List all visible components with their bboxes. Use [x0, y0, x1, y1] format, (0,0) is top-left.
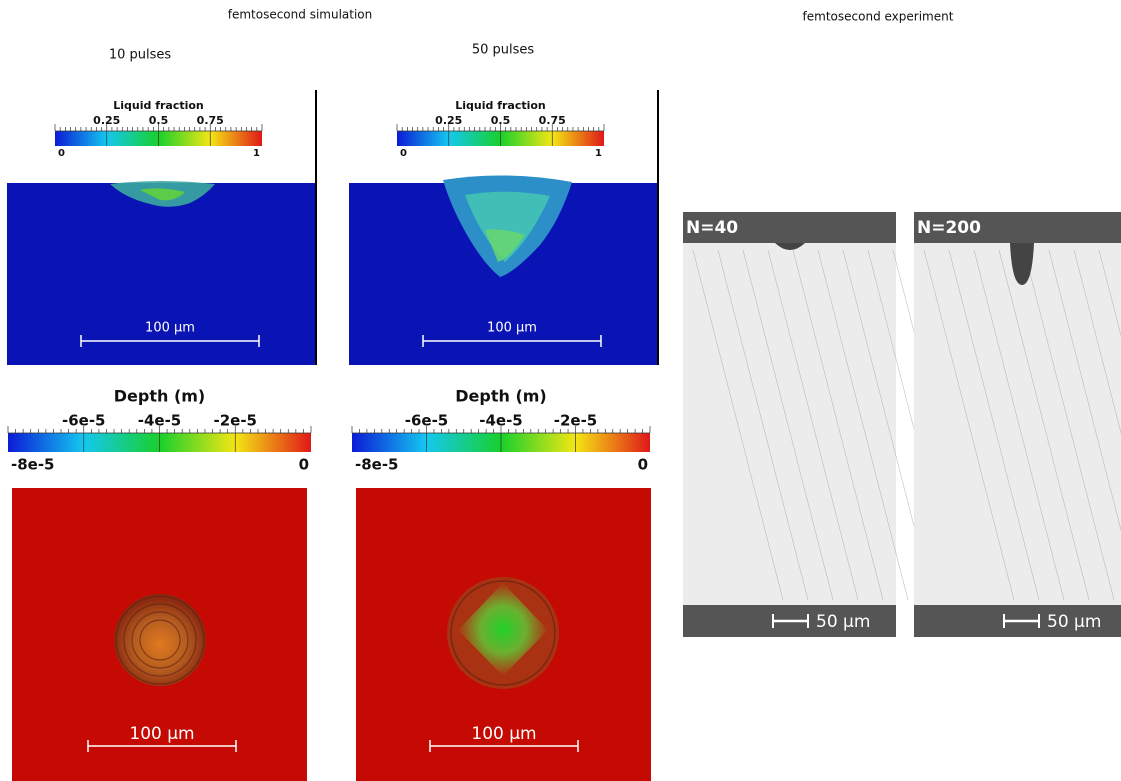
- colorbar-max: 1: [595, 148, 602, 159]
- crater: [114, 594, 206, 686]
- colorbar-tick-label: -4e-5: [479, 412, 523, 430]
- colorbar-title: Liquid fraction: [455, 99, 546, 112]
- colorbar-tick-label: 0.5: [491, 114, 511, 127]
- colorbar-tick-label: 0.5: [149, 114, 169, 127]
- panel-label: N=40: [686, 218, 738, 238]
- colorbar-tick-label: -6e-5: [405, 412, 449, 430]
- section-title: femtosecond simulation: [228, 8, 373, 22]
- colorbar-tick-label: -4e-5: [138, 412, 182, 430]
- colorbar-title: Liquid fraction: [113, 99, 204, 112]
- figure: femtosecond simulation femtosecond experi…: [0, 0, 1121, 781]
- micrograph: [683, 212, 896, 637]
- scale-bar-label: 100 µm: [487, 321, 537, 336]
- section-title: femtosecond experiment: [803, 10, 954, 24]
- colorbar-tick-label: -2e-5: [214, 412, 258, 430]
- colorbar-min: -8e-5: [355, 456, 399, 474]
- colorbar-min: 0: [400, 148, 407, 159]
- colorbar-min: -8e-5: [11, 456, 55, 474]
- scale-bar-label: 100 µm: [145, 321, 195, 336]
- column-label: 50 pulses: [472, 43, 535, 58]
- scale-bar-label: 50 µm: [1047, 612, 1101, 632]
- panel-label: N=200: [917, 218, 981, 238]
- side-view: [7, 183, 316, 365]
- colorbar-max: 1: [253, 148, 260, 159]
- scale-bar-label: 50 µm: [816, 612, 870, 632]
- colorbar-max: 0: [299, 456, 309, 474]
- colorbar-tick-label: -2e-5: [554, 412, 598, 430]
- colorbar-title: Depth (m): [114, 387, 206, 406]
- colorbar-min: 0: [58, 148, 65, 159]
- scale-bar-label: 100 µm: [471, 724, 536, 744]
- colorbar-title: Depth (m): [455, 387, 547, 406]
- column-label: 10 pulses: [109, 48, 172, 63]
- colorbar-max: 0: [638, 456, 648, 474]
- colorbar-tick-label: 0.75: [197, 114, 224, 127]
- colorbar-tick-label: 0.25: [93, 114, 120, 127]
- colorbar-tick-label: -6e-5: [62, 412, 106, 430]
- colorbar-tick-label: 0.25: [435, 114, 462, 127]
- colorbar-tick-label: 0.75: [539, 114, 566, 127]
- scale-bar-label: 100 µm: [129, 724, 194, 744]
